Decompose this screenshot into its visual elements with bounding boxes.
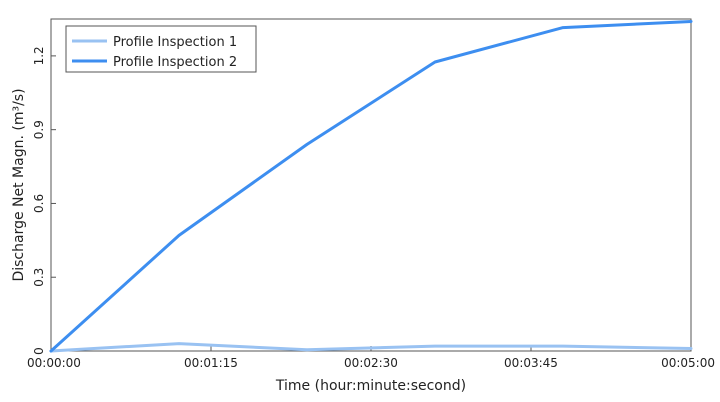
legend-label-1: Profile Inspection 1 bbox=[113, 35, 237, 50]
legend-label-2: Profile Inspection 2 bbox=[113, 55, 237, 70]
y-axis-title: Discharge Net Magn. (m³/s) bbox=[11, 88, 27, 281]
y-tick-label: 1.2 bbox=[32, 46, 46, 65]
x-tick-label: 00:01:15 bbox=[184, 356, 238, 370]
y-tick-label: 0.9 bbox=[32, 120, 46, 139]
x-axis-ticks: 00:00:00 00:01:15 00:02:30 00:03:45 00:05:00 bbox=[27, 346, 715, 370]
y-tick-label: 0.3 bbox=[32, 268, 46, 287]
y-axis-ticks: 0 0.3 0.6 0.9 1.2 bbox=[32, 46, 56, 355]
series-line-2 bbox=[49, 20, 693, 353]
x-tick-label: 00:03:45 bbox=[504, 356, 558, 370]
y-tick-label: 0.6 bbox=[32, 194, 46, 213]
series-layer bbox=[49, 20, 693, 353]
y-tick-label: 0 bbox=[32, 347, 46, 355]
x-tick-label: 00:02:30 bbox=[344, 356, 398, 370]
legend: Profile Inspection 1 Profile Inspection 2 bbox=[65, 25, 257, 73]
series-line-1 bbox=[49, 342, 693, 353]
x-axis-title: Time (hour:minute:second) bbox=[275, 378, 466, 394]
x-tick-label: 00:00:00 bbox=[27, 356, 81, 370]
x-tick-label: 00:05:00 bbox=[661, 356, 715, 370]
legend-box bbox=[65, 25, 257, 73]
